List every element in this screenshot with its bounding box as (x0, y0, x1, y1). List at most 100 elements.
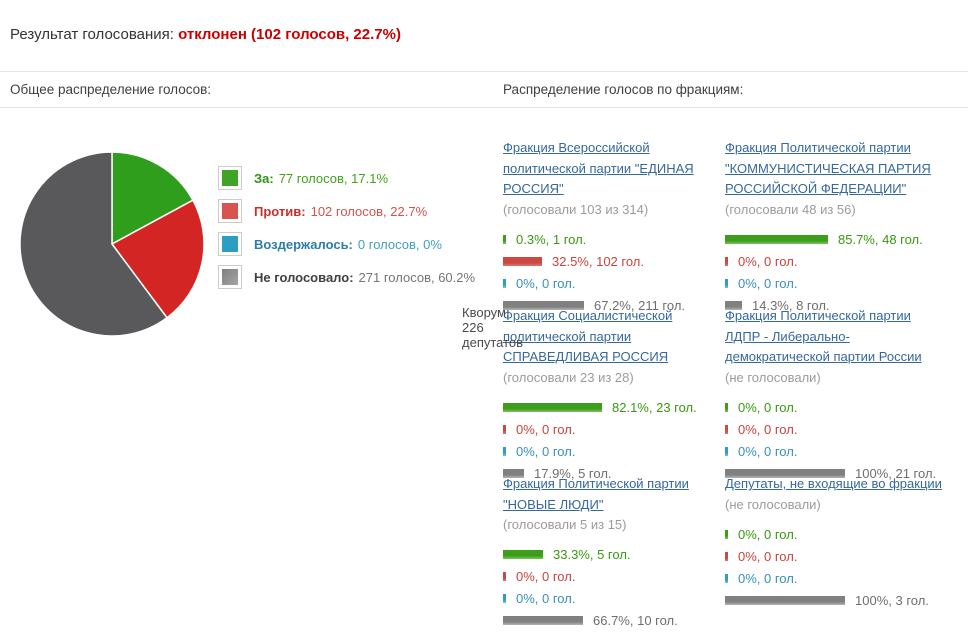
bar-text-for: 85.7%, 48 гол. (838, 231, 923, 247)
bar-not-voting (725, 595, 845, 605)
bar-text-against: 0%, 0 гол. (738, 421, 798, 437)
bar-abstain (725, 446, 728, 456)
bar-abstain (725, 573, 728, 583)
bar-against (503, 424, 506, 434)
bar-text-not-voting: 66.7%, 10 гол. (593, 613, 678, 629)
legend-row-not-voting: Не голосовало: 271 голосов, 60.2% (218, 265, 503, 289)
legend-swatch-against (218, 199, 242, 223)
bar-for (725, 402, 728, 412)
bar-for (503, 402, 602, 412)
vote-result-header: Результат голосования: отклонен (102 гол… (0, 0, 968, 72)
faction-voted-count: (голосовали 5 из 15) (503, 517, 627, 533)
legend-row-against: Против: 102 голосов, 22.7% (218, 199, 503, 223)
bar-row-against: 0%, 0 гол. (503, 566, 711, 588)
bar-row-abstain: 0%, 0 гол. (503, 272, 711, 294)
bar-text-for: 0%, 0 гол. (738, 526, 798, 542)
bar-for (725, 529, 728, 539)
pie-slice (19, 151, 169, 337)
bar-row-against: 0%, 0 гол. (725, 545, 944, 567)
bar-text-abstain: 0%, 0 гол. (738, 275, 798, 291)
bar-text-abstain: 0%, 0 гол. (516, 591, 576, 607)
bar-not-voting (503, 468, 524, 478)
bar-row-for: 0%, 0 гол. (725, 523, 944, 545)
legend-value-abstain: 0 голосов, 0% (357, 236, 442, 252)
bar-row-for: 85.7%, 48 гол. (725, 228, 944, 250)
faction-voted-count: (не голосовали) (725, 496, 821, 512)
pie-slice (110, 199, 205, 319)
legend-label-against: Против: (254, 203, 306, 219)
bar-abstain (503, 594, 506, 604)
faction-block-kprf: Фракция Политической партии "КОММУНИСТИЧ… (725, 138, 958, 313)
bar-row-against: 0%, 0 гол. (725, 250, 944, 272)
bar-row-for: 0%, 0 гол. (725, 396, 944, 418)
bar-against (725, 424, 728, 434)
vote-results-page: Результат голосования: отклонен (102 гол… (0, 0, 968, 628)
legend-swatch-not-voting (218, 265, 242, 289)
overall-distribution-panel: За: 77 голосов, 17.1% Против: 102 голосо… (10, 108, 524, 642)
legend-value-for: 77 голосов, 17.1% (278, 170, 389, 186)
legend-row-abstain: Воздержалось: 0 голосов, 0% (218, 232, 503, 256)
bar-text-not-voting: 14.3%, 8 гол. (752, 297, 830, 313)
factions-grid: Фракция Всероссийской политической парти… (503, 108, 958, 642)
bar-text-against: 32.5%, 102 гол. (552, 253, 644, 269)
faction-voted-count: (голосовали 103 из 314) (503, 201, 649, 217)
bar-not-voting (503, 300, 584, 310)
bar-row-against: 32.5%, 102 гол. (503, 250, 711, 272)
vote-pie-chart (18, 150, 206, 338)
faction-link[interactable]: Фракция Политической партии "КОММУНИСТИЧ… (725, 140, 931, 197)
faction-link[interactable]: Депутаты, не входящие во фракции (725, 476, 942, 491)
bar-text-for: 0.3%, 1 гол. (516, 231, 587, 247)
faction-voted-count: (голосовали 48 из 56) (725, 201, 856, 217)
bar-row-abstain: 0%, 0 гол. (725, 440, 944, 462)
legend-label-not-voting: Не голосовало: (254, 269, 354, 285)
faction-block-novye-lyudi: Фракция Политической партии "НОВЫЕ ЛЮДИ"… (503, 474, 725, 642)
bar-text-against: 0%, 0 гол. (516, 569, 576, 585)
bar-not-voting (725, 468, 845, 478)
bar-against (725, 256, 728, 266)
quorum-text: Кворум: 226 депутатов (462, 305, 524, 350)
result-value: отклонен (102 голосов, 22.7%) (178, 26, 401, 43)
vote-legend: За: 77 голосов, 17.1% Против: 102 голосо… (218, 150, 524, 350)
result-label: Результат голосования: (10, 26, 174, 43)
legend-swatch-abstain (218, 232, 242, 256)
bar-for (503, 234, 506, 244)
faction-link[interactable]: Фракция Политической партии ЛДПР - Либер… (725, 308, 922, 365)
main-content: За: 77 голосов, 17.1% Против: 102 голосо… (0, 108, 968, 642)
bar-text-for: 0%, 0 гол. (738, 399, 798, 415)
bar-row-not-voting: 66.7%, 10 гол. (503, 610, 711, 632)
bar-text-against: 0%, 0 гол. (516, 421, 576, 437)
bar-against (503, 572, 506, 582)
bar-row-not-voting: 14.3%, 8 гол. (725, 294, 944, 316)
bar-text-not-voting: 100%, 3 гол. (855, 592, 929, 608)
bar-text-abstain: 0%, 0 гол. (516, 443, 576, 459)
bar-row-for: 82.1%, 23 гол. (503, 396, 711, 418)
bar-row-not-voting: 100%, 21 гол. (725, 462, 944, 484)
bar-not-voting (503, 616, 583, 626)
bar-for (725, 234, 828, 244)
faction-link[interactable]: Фракция Всероссийской политической парти… (503, 140, 694, 197)
legend-value-not-voting: 271 голосов, 60.2% (358, 269, 476, 285)
bar-text-for: 82.1%, 23 гол. (612, 399, 697, 415)
bar-text-not-voting: 100%, 21 гол. (855, 465, 937, 481)
bar-row-not-voting: 17.9%, 5 гол. (503, 462, 711, 484)
bar-row-for: 0.3%, 1 гол. (503, 228, 711, 250)
faction-voted-count: (не голосовали) (725, 369, 821, 385)
faction-block-sr: Фракция Социалистической политической па… (503, 306, 725, 481)
bar-row-abstain: 0%, 0 гол. (503, 588, 711, 610)
bar-text-not-voting: 67.2%, 211 гол. (594, 297, 686, 313)
bar-row-not-voting: 67.2%, 211 гол. (503, 294, 711, 316)
faction-link[interactable]: Фракция Социалистической политической па… (503, 308, 673, 365)
legend-row-for: За: 77 голосов, 17.1% (218, 166, 503, 190)
bar-abstain (503, 278, 506, 288)
overall-section-title: Общее распределение голосов: (10, 82, 212, 97)
pie-chart-svg (19, 151, 205, 337)
bar-text-against: 0%, 0 гол. (738, 253, 798, 269)
bar-row-against: 0%, 0 гол. (503, 418, 711, 440)
bar-row-against: 0%, 0 гол. (725, 418, 944, 440)
faction-link[interactable]: Фракция Политической партии "НОВЫЕ ЛЮДИ" (503, 476, 689, 512)
bar-text-abstain: 0%, 0 гол. (738, 570, 798, 586)
bar-row-abstain: 0%, 0 гол. (725, 272, 944, 294)
faction-block-independent: Депутаты, не входящие во фракции (не гол… (725, 474, 958, 642)
bar-against (503, 256, 542, 266)
bar-text-abstain: 0%, 0 гол. (738, 443, 798, 459)
